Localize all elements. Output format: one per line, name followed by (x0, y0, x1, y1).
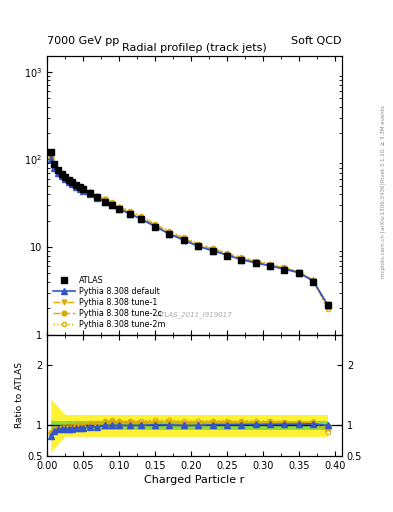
X-axis label: Charged Particle r: Charged Particle r (144, 475, 245, 485)
Y-axis label: Ratio to ATLAS: Ratio to ATLAS (15, 362, 24, 428)
Text: Rivet 3.1.10, ≥ 3.3M events: Rivet 3.1.10, ≥ 3.3M events (381, 105, 386, 182)
Text: Soft QCD: Soft QCD (292, 36, 342, 46)
Text: ATLAS_2011_I919017: ATLAS_2011_I919017 (157, 311, 232, 318)
Text: mcplots.cern.ch [arXiv:1306.3436]: mcplots.cern.ch [arXiv:1306.3436] (381, 183, 386, 278)
Legend: ATLAS, Pythia 8.308 default, Pythia 8.308 tune-1, Pythia 8.308 tune-2c, Pythia 8: ATLAS, Pythia 8.308 default, Pythia 8.30… (51, 274, 167, 331)
Title: Radial profileρ (track jets): Radial profileρ (track jets) (122, 43, 267, 53)
Text: 7000 GeV pp: 7000 GeV pp (47, 36, 119, 46)
